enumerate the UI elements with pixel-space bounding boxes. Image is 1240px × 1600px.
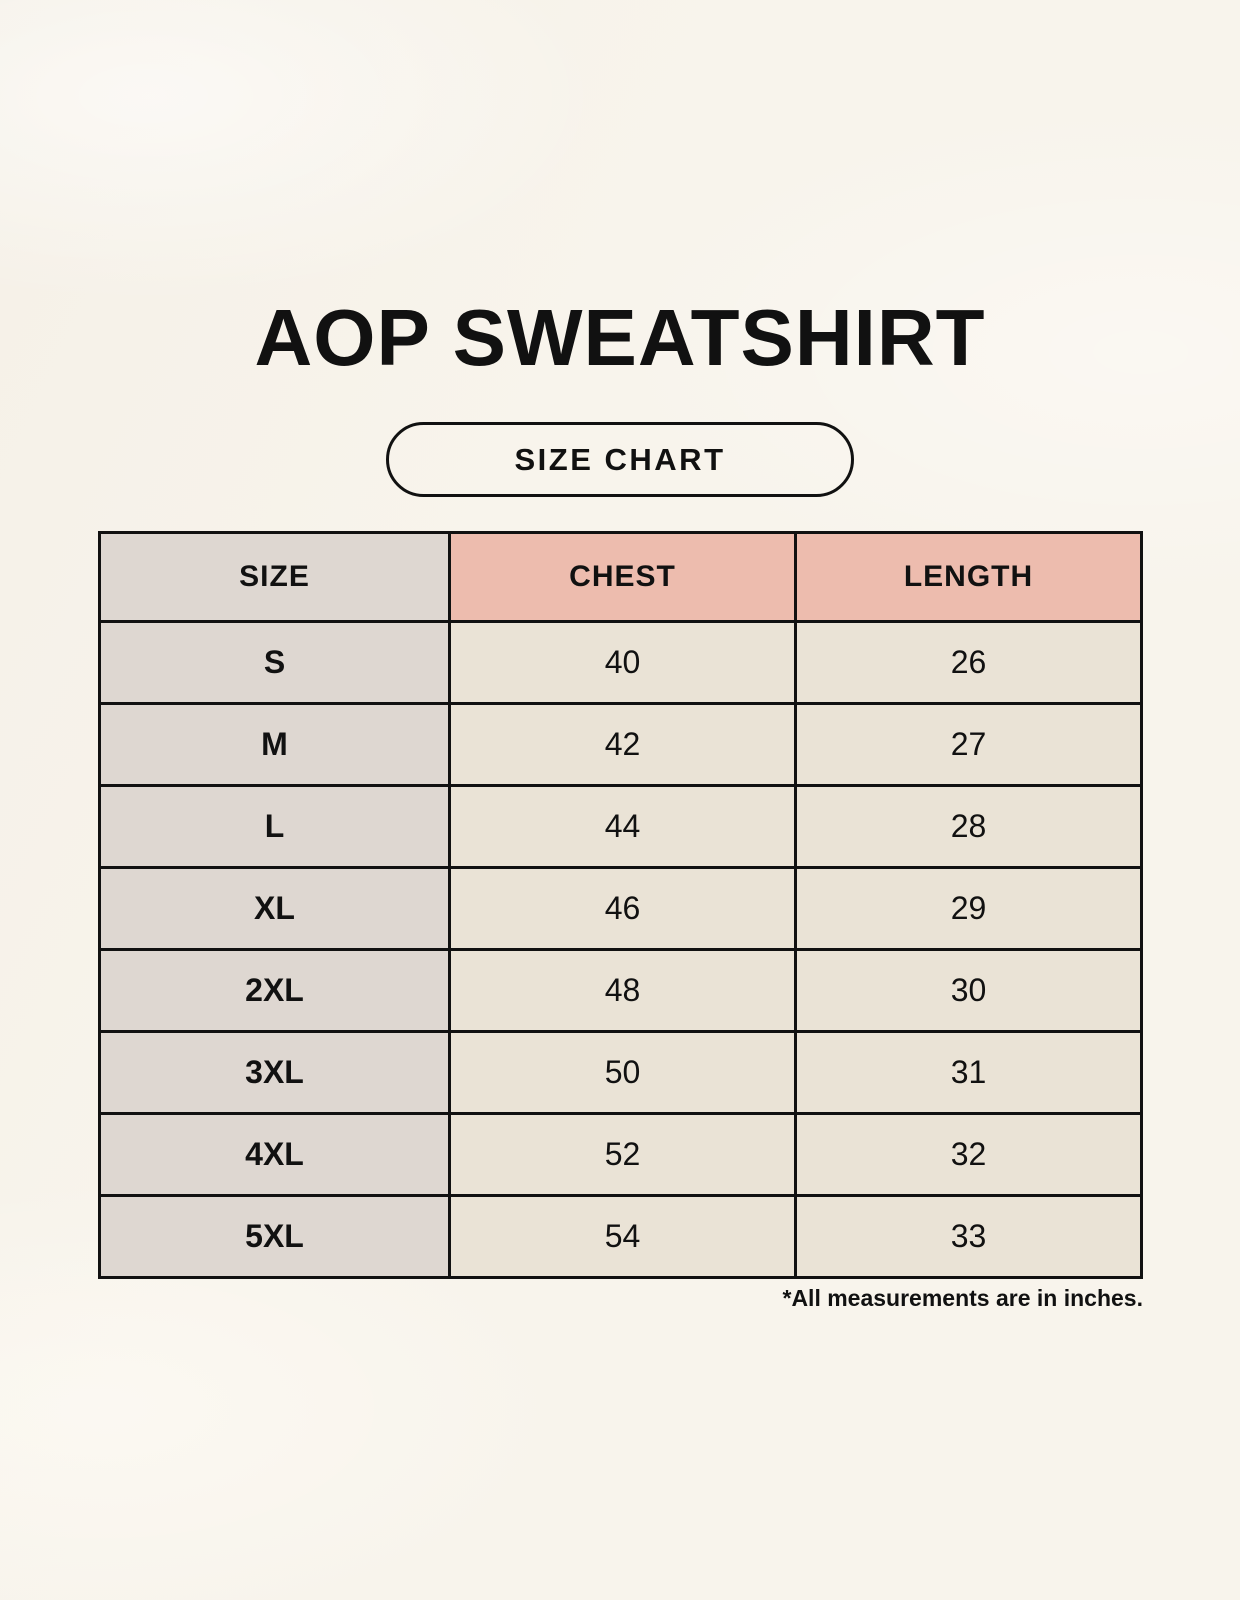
size-cell: L	[98, 784, 451, 869]
size-cell: 2XL	[98, 948, 451, 1033]
size-table-body: S 40 26 M 42 27 L 44 28 XL 46 29 2XL 48 30 3XL 50 31 4XL 52…	[98, 620, 1143, 1279]
length-cell: 33	[794, 1194, 1143, 1279]
chest-cell: 54	[448, 1194, 797, 1279]
table-row: 5XL 54 33	[98, 1194, 1143, 1279]
page-title: AOP SWEATSHIRT	[254, 293, 986, 382]
chest-cell: 42	[448, 702, 797, 787]
size-chart-badge: SIZE CHART	[386, 422, 854, 497]
length-cell: 27	[794, 702, 1143, 787]
size-cell: 3XL	[98, 1030, 451, 1115]
size-cell: 5XL	[98, 1194, 451, 1279]
size-table-header: SIZE CHEST LENGTH	[98, 531, 1143, 623]
size-chart-badge-label: SIZE CHART	[514, 441, 726, 477]
measurements-footnote: *All measurements are in inches.	[782, 1285, 1144, 1311]
size-table: SIZE CHEST LENGTH S 40 26 M 42 27 L 44 28 XL 46 29 2…	[98, 531, 1143, 1279]
table-row: S 40 26	[98, 620, 1143, 705]
chest-cell: 46	[448, 866, 797, 951]
table-row: M 42 27	[98, 702, 1143, 787]
size-cell: M	[98, 702, 451, 787]
length-cell: 31	[794, 1030, 1143, 1115]
column-header-chest: CHEST	[448, 531, 797, 623]
length-cell: 28	[794, 784, 1143, 869]
length-cell: 29	[794, 866, 1143, 951]
size-cell: 4XL	[98, 1112, 451, 1197]
chest-cell: 48	[448, 948, 797, 1033]
table-row: XL 46 29	[98, 866, 1143, 951]
chest-cell: 40	[448, 620, 797, 705]
header-row: SIZE CHEST LENGTH	[98, 531, 1143, 623]
length-cell: 32	[794, 1112, 1143, 1197]
chest-cell: 44	[448, 784, 797, 869]
chest-cell: 52	[448, 1112, 797, 1197]
size-cell: XL	[98, 866, 451, 951]
chest-cell: 50	[448, 1030, 797, 1115]
column-header-length: LENGTH	[794, 531, 1143, 623]
table-row: 3XL 50 31	[98, 1030, 1143, 1115]
length-cell: 26	[794, 620, 1143, 705]
length-cell: 30	[794, 948, 1143, 1033]
column-header-size: SIZE	[98, 531, 451, 623]
table-row: 2XL 48 30	[98, 948, 1143, 1033]
size-cell: S	[98, 620, 451, 705]
table-row: 4XL 52 32	[98, 1112, 1143, 1197]
table-row: L 44 28	[98, 784, 1143, 869]
